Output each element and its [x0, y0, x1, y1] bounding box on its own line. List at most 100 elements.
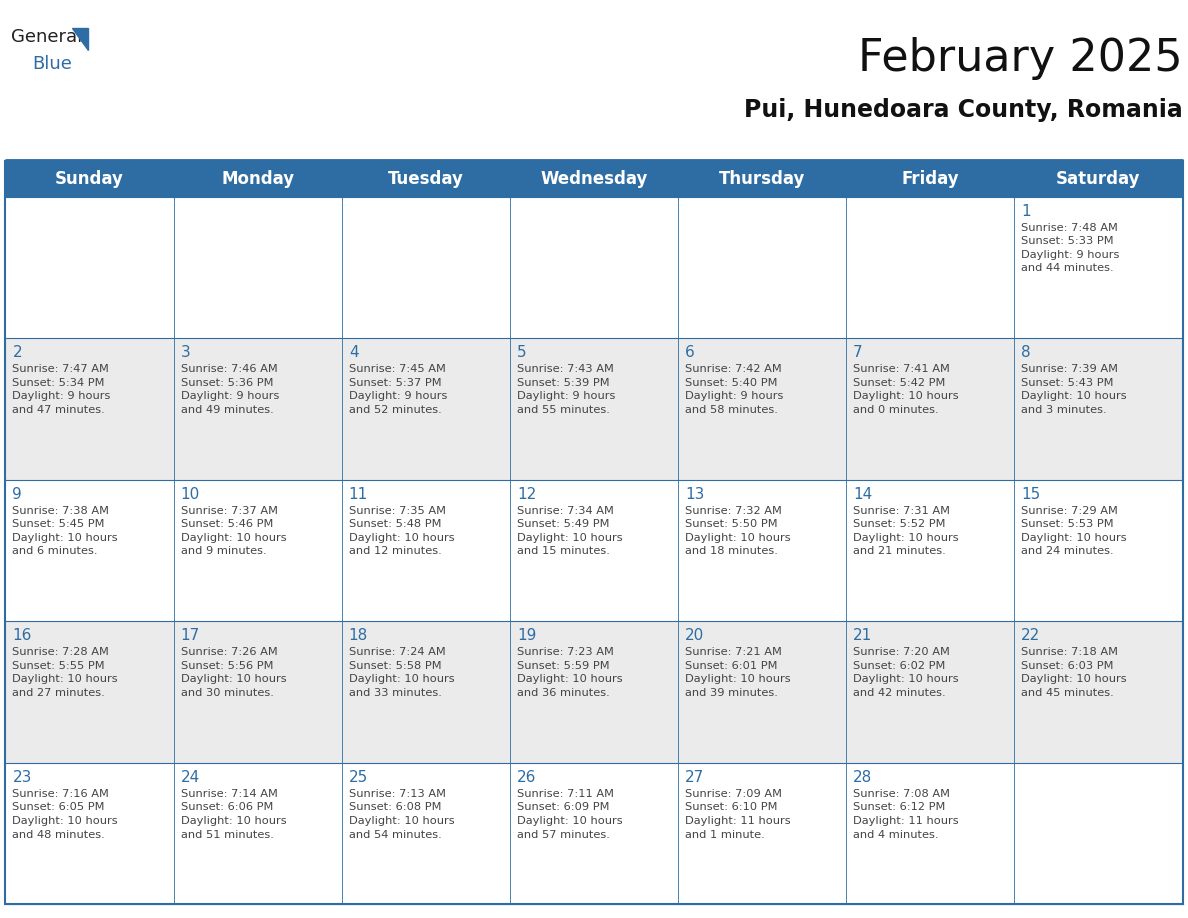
Text: 21: 21 [853, 628, 872, 644]
Text: Sunrise: 7:23 AM
Sunset: 5:59 PM
Daylight: 10 hours
and 36 minutes.: Sunrise: 7:23 AM Sunset: 5:59 PM Dayligh… [517, 647, 623, 698]
Text: Sunrise: 7:47 AM
Sunset: 5:34 PM
Daylight: 9 hours
and 47 minutes.: Sunrise: 7:47 AM Sunset: 5:34 PM Dayligh… [13, 364, 110, 415]
Bar [846, 196, 1015, 338]
Bar [173, 196, 342, 338]
Text: 19: 19 [517, 628, 536, 644]
Bar [173, 161, 342, 196]
Text: Sunrise: 7:41 AM
Sunset: 5:42 PM
Daylight: 10 hours
and 0 minutes.: Sunrise: 7:41 AM Sunset: 5:42 PM Dayligh… [853, 364, 959, 415]
Text: 20: 20 [685, 628, 704, 644]
Bar [1015, 161, 1182, 196]
Bar [6, 161, 1182, 904]
Bar [510, 196, 678, 338]
Text: Sunrise: 7:32 AM
Sunset: 5:50 PM
Daylight: 10 hours
and 18 minutes.: Sunrise: 7:32 AM Sunset: 5:50 PM Dayligh… [685, 506, 791, 556]
Bar [846, 338, 1015, 480]
Text: Friday: Friday [902, 170, 959, 187]
Text: 24: 24 [181, 769, 200, 785]
Bar [1015, 196, 1182, 338]
Bar [678, 621, 846, 763]
Text: Monday: Monday [221, 170, 295, 187]
Text: Sunrise: 7:14 AM
Sunset: 6:06 PM
Daylight: 10 hours
and 51 minutes.: Sunrise: 7:14 AM Sunset: 6:06 PM Dayligh… [181, 789, 286, 840]
Bar [846, 161, 1015, 196]
Text: Sunrise: 7:21 AM
Sunset: 6:01 PM
Daylight: 10 hours
and 39 minutes.: Sunrise: 7:21 AM Sunset: 6:01 PM Dayligh… [685, 647, 791, 698]
Bar [678, 338, 846, 480]
Text: 7: 7 [853, 345, 862, 360]
Text: Sunrise: 7:37 AM
Sunset: 5:46 PM
Daylight: 10 hours
and 9 minutes.: Sunrise: 7:37 AM Sunset: 5:46 PM Dayligh… [181, 506, 286, 556]
Text: 2: 2 [13, 345, 23, 360]
Text: Sunrise: 7:43 AM
Sunset: 5:39 PM
Daylight: 9 hours
and 55 minutes.: Sunrise: 7:43 AM Sunset: 5:39 PM Dayligh… [517, 364, 615, 415]
Polygon shape [72, 28, 88, 50]
Bar [510, 763, 678, 904]
Bar [6, 196, 173, 338]
Bar [510, 621, 678, 763]
Text: 1: 1 [1022, 204, 1031, 218]
Bar [1015, 480, 1182, 621]
Text: 6: 6 [685, 345, 695, 360]
Text: 17: 17 [181, 628, 200, 644]
Bar [173, 480, 342, 621]
Text: Sunrise: 7:18 AM
Sunset: 6:03 PM
Daylight: 10 hours
and 45 minutes.: Sunrise: 7:18 AM Sunset: 6:03 PM Dayligh… [1022, 647, 1127, 698]
Bar [6, 621, 173, 763]
Text: Sunrise: 7:39 AM
Sunset: 5:43 PM
Daylight: 10 hours
and 3 minutes.: Sunrise: 7:39 AM Sunset: 5:43 PM Dayligh… [1022, 364, 1127, 415]
Text: Sunday: Sunday [55, 170, 124, 187]
Text: 11: 11 [349, 487, 368, 501]
Bar [1015, 338, 1182, 480]
Text: 10: 10 [181, 487, 200, 501]
Text: Sunrise: 7:38 AM
Sunset: 5:45 PM
Daylight: 10 hours
and 6 minutes.: Sunrise: 7:38 AM Sunset: 5:45 PM Dayligh… [13, 506, 118, 556]
Bar [342, 763, 510, 904]
Text: February 2025: February 2025 [858, 37, 1182, 80]
Text: 26: 26 [517, 769, 536, 785]
Text: Sunrise: 7:34 AM
Sunset: 5:49 PM
Daylight: 10 hours
and 15 minutes.: Sunrise: 7:34 AM Sunset: 5:49 PM Dayligh… [517, 506, 623, 556]
Bar [6, 161, 173, 196]
Text: Saturday: Saturday [1056, 170, 1140, 187]
Text: 18: 18 [349, 628, 368, 644]
Bar [1015, 621, 1182, 763]
Bar [342, 196, 510, 338]
Text: Tuesday: Tuesday [388, 170, 463, 187]
Text: 12: 12 [517, 487, 536, 501]
Text: 8: 8 [1022, 345, 1031, 360]
Text: 15: 15 [1022, 487, 1041, 501]
Bar [678, 161, 846, 196]
Bar [173, 338, 342, 480]
Text: 13: 13 [685, 487, 704, 501]
Bar [6, 338, 173, 480]
Text: 3: 3 [181, 345, 190, 360]
Text: Sunrise: 7:48 AM
Sunset: 5:33 PM
Daylight: 9 hours
and 44 minutes.: Sunrise: 7:48 AM Sunset: 5:33 PM Dayligh… [1022, 223, 1120, 274]
Text: Sunrise: 7:26 AM
Sunset: 5:56 PM
Daylight: 10 hours
and 30 minutes.: Sunrise: 7:26 AM Sunset: 5:56 PM Dayligh… [181, 647, 286, 698]
Text: 9: 9 [13, 487, 23, 501]
Text: Sunrise: 7:09 AM
Sunset: 6:10 PM
Daylight: 11 hours
and 1 minute.: Sunrise: 7:09 AM Sunset: 6:10 PM Dayligh… [685, 789, 791, 840]
Text: 22: 22 [1022, 628, 1041, 644]
Bar [6, 161, 1182, 196]
Text: Wednesday: Wednesday [541, 170, 647, 187]
Text: 14: 14 [853, 487, 872, 501]
Text: Sunrise: 7:42 AM
Sunset: 5:40 PM
Daylight: 9 hours
and 58 minutes.: Sunrise: 7:42 AM Sunset: 5:40 PM Dayligh… [685, 364, 783, 415]
Bar [342, 161, 510, 196]
Text: General: General [11, 28, 82, 46]
Bar [342, 480, 510, 621]
Text: Sunrise: 7:13 AM
Sunset: 6:08 PM
Daylight: 10 hours
and 54 minutes.: Sunrise: 7:13 AM Sunset: 6:08 PM Dayligh… [349, 789, 455, 840]
Bar [6, 480, 173, 621]
Bar [678, 763, 846, 904]
Bar [678, 196, 846, 338]
Bar [173, 763, 342, 904]
Text: Sunrise: 7:16 AM
Sunset: 6:05 PM
Daylight: 10 hours
and 48 minutes.: Sunrise: 7:16 AM Sunset: 6:05 PM Dayligh… [13, 789, 118, 840]
Bar [510, 161, 678, 196]
Bar [342, 621, 510, 763]
Text: 28: 28 [853, 769, 872, 785]
Text: 27: 27 [685, 769, 704, 785]
Text: Sunrise: 7:11 AM
Sunset: 6:09 PM
Daylight: 10 hours
and 57 minutes.: Sunrise: 7:11 AM Sunset: 6:09 PM Dayligh… [517, 789, 623, 840]
Text: Blue: Blue [32, 55, 72, 73]
Bar [846, 480, 1015, 621]
Text: Pui, Hunedoara County, Romania: Pui, Hunedoara County, Romania [744, 98, 1182, 122]
Text: Sunrise: 7:24 AM
Sunset: 5:58 PM
Daylight: 10 hours
and 33 minutes.: Sunrise: 7:24 AM Sunset: 5:58 PM Dayligh… [349, 647, 455, 698]
Text: Sunrise: 7:35 AM
Sunset: 5:48 PM
Daylight: 10 hours
and 12 minutes.: Sunrise: 7:35 AM Sunset: 5:48 PM Dayligh… [349, 506, 455, 556]
Bar [173, 621, 342, 763]
Text: 5: 5 [517, 345, 526, 360]
Bar [510, 480, 678, 621]
Text: 16: 16 [13, 628, 32, 644]
Text: 4: 4 [349, 345, 359, 360]
Bar [678, 480, 846, 621]
Bar [1015, 763, 1182, 904]
Bar [6, 763, 173, 904]
Text: Sunrise: 7:29 AM
Sunset: 5:53 PM
Daylight: 10 hours
and 24 minutes.: Sunrise: 7:29 AM Sunset: 5:53 PM Dayligh… [1022, 506, 1127, 556]
Text: Sunrise: 7:20 AM
Sunset: 6:02 PM
Daylight: 10 hours
and 42 minutes.: Sunrise: 7:20 AM Sunset: 6:02 PM Dayligh… [853, 647, 959, 698]
